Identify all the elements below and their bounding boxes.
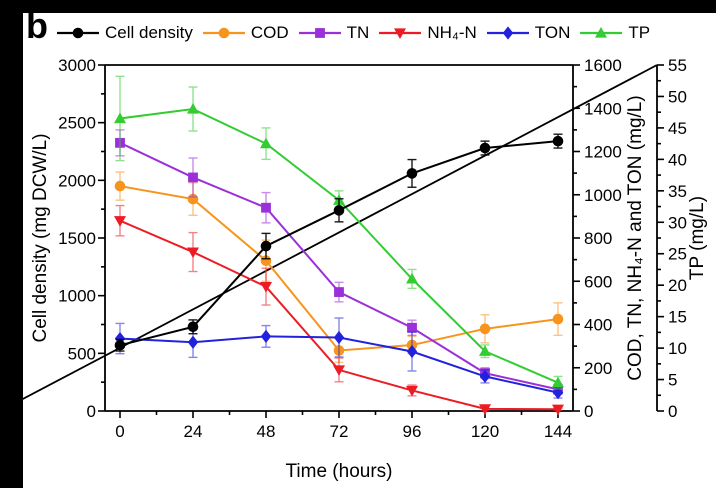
svg-text:0: 0 <box>115 422 124 441</box>
svg-text:120: 120 <box>471 422 499 441</box>
legend-item-nh-n: NH₄-N <box>378 21 477 45</box>
series-nh-n <box>114 204 564 416</box>
legend-marker-circle-icon <box>202 27 245 39</box>
svg-text:800: 800 <box>584 229 612 248</box>
series-ton <box>114 317 564 400</box>
legend-label: Cell density <box>105 23 193 42</box>
svg-text:2500: 2500 <box>58 114 96 133</box>
svg-text:48: 48 <box>257 422 276 441</box>
svg-text:200: 200 <box>584 359 612 378</box>
svg-text:15: 15 <box>668 308 687 327</box>
left-border <box>0 0 23 488</box>
y-axis-left-title: Cell density (mg DCW/L) <box>30 133 51 342</box>
svg-text:1000: 1000 <box>584 186 622 205</box>
legend-item-tn: TN <box>298 21 370 45</box>
panel-label: b <box>26 5 48 46</box>
svg-text:3000: 3000 <box>58 56 96 75</box>
svg-text:25: 25 <box>668 245 687 264</box>
legend-marker-square-icon <box>298 28 341 38</box>
svg-text:0: 0 <box>668 402 677 421</box>
legend-item-cod: COD <box>202 21 289 45</box>
svg-text:600: 600 <box>584 272 612 291</box>
svg-text:40: 40 <box>668 150 687 169</box>
legend-label: TON <box>534 23 571 42</box>
legend: Cell density COD TN NH₄-N TON TP <box>56 20 650 46</box>
svg-text:0: 0 <box>584 402 593 421</box>
svg-text:30: 30 <box>668 213 687 232</box>
svg-text:1000: 1000 <box>58 287 96 306</box>
svg-text:0: 0 <box>87 402 96 421</box>
svg-text:2000: 2000 <box>58 171 96 190</box>
legend-item-cell-density: Cell density <box>56 21 193 45</box>
svg-text:24: 24 <box>184 422 203 441</box>
svg-text:144: 144 <box>544 422 572 441</box>
legend-marker-triangle-down-icon <box>379 28 422 39</box>
svg-text:5: 5 <box>668 371 677 390</box>
svg-text:45: 45 <box>668 119 687 138</box>
top-border <box>0 0 716 13</box>
svg-text:10: 10 <box>668 339 687 358</box>
legend-item-tp: TP <box>579 21 650 45</box>
svg-text:96: 96 <box>403 422 422 441</box>
series-cell-density <box>114 133 564 352</box>
y-axis-right1-title: COD, TN, NH₄-N and TON (mg/L) <box>625 95 646 380</box>
y-axis-right2: 0 5 10 15 20 25 30 35 40 45 50 55 <box>657 56 687 421</box>
svg-text:1200: 1200 <box>584 143 622 162</box>
svg-text:72: 72 <box>330 422 349 441</box>
legend-marker-circle-icon <box>57 27 99 39</box>
legend-label: TN <box>346 23 370 42</box>
x-axis-title: Time (hours) <box>286 461 393 482</box>
svg-text:35: 35 <box>668 182 687 201</box>
svg-text:20: 20 <box>668 276 687 295</box>
x-axis: 0 24 48 72 96 120 144 <box>115 411 572 441</box>
legend-marker-triangle-up-icon <box>580 27 623 38</box>
legend-label: COD <box>250 23 289 42</box>
svg-text:50: 50 <box>668 87 687 106</box>
svg-text:1500: 1500 <box>58 229 96 248</box>
svg-text:500: 500 <box>68 344 96 363</box>
y-axis-right1: 0 200 400 600 800 1000 1200 1400 1600 <box>573 56 622 421</box>
svg-text:1400: 1400 <box>584 99 622 118</box>
y-axis-right2-title: TP (mg/L) <box>687 196 708 280</box>
legend-label: NH₄-N <box>427 23 477 42</box>
legend-item-ton: TON <box>486 21 571 45</box>
svg-text:55: 55 <box>668 56 687 75</box>
svg-text:1600: 1600 <box>584 56 622 75</box>
legend-marker-diamond-icon <box>486 26 529 40</box>
y-axis-left: 0 500 1000 1500 2000 2500 3000 <box>58 56 105 421</box>
svg-text:400: 400 <box>584 316 612 335</box>
legend-label: TP <box>628 23 651 42</box>
